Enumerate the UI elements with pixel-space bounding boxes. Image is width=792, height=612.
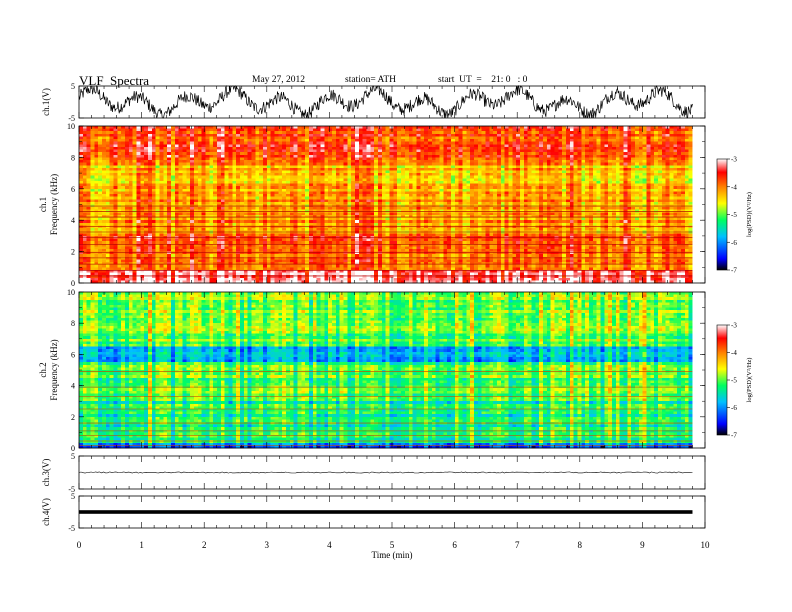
start-time-label: start UT = 21: 0 : 0 [438, 75, 528, 85]
colorbar-tick-label: -3 [731, 322, 737, 330]
y-tick-label: -5 [68, 524, 75, 533]
colorbar-tick-label: -5 [731, 211, 737, 219]
ch1-waveform-panel: 5 -5 ch.1(V) [41, 82, 706, 123]
x-tick-label: 6 [452, 540, 457, 550]
y-axis-label: ch.3(V) [41, 459, 51, 487]
y-axis-label: Frequency (kHz) [49, 339, 59, 400]
ch2-spectrogram-panel: 10 8 6 4 2 0 ch.2 Frequency (kHz) -3 -4 -5 -6 -7 log(… [38, 288, 753, 453]
ch4-waveform-trace [79, 510, 693, 514]
ch3-waveform-panel: 5 -5 ch.3(V) [41, 452, 706, 494]
colorbar-tick-label: -5 [731, 377, 737, 385]
y-tick-label: -5 [68, 485, 75, 494]
colorbar-label: log(PSD)(V²/Hz) [746, 358, 753, 403]
x-tick-label: 9 [640, 540, 645, 550]
ch2-spectrogram-colorbar: -3 -4 -5 -6 -7 log(PSD)(V²/Hz) [716, 322, 753, 440]
x-tick-label: 8 [578, 540, 583, 550]
x-tick-label: 5 [390, 540, 395, 550]
y-axis-label: Frequency (kHz) [49, 174, 59, 235]
colorbar-scale [716, 158, 728, 271]
colorbar-tick-label: -7 [731, 432, 737, 440]
ch1-spectrogram-cells [79, 126, 693, 284]
y-tick-label: 4 [71, 216, 75, 225]
x-tick-label: 4 [327, 540, 332, 550]
y-tick-label: 10 [67, 288, 75, 297]
y-tick-label: 6 [71, 350, 75, 359]
y-tick-label: -5 [68, 114, 75, 123]
colorbar-tick-label: -3 [731, 156, 737, 164]
ch1-spectrogram-panel: 10 8 6 4 2 0 ch.1 Frequency (kHz) -3 -4 -5 -6 -7 log(… [38, 122, 753, 288]
x-tick-label: 0 [77, 540, 82, 550]
y-tick-label: 2 [71, 413, 75, 422]
y-tick-label: 8 [71, 153, 75, 162]
chart-title: VLF Spectra [79, 73, 150, 88]
x-tick-label: 1 [139, 540, 144, 550]
y-tick-label: 8 [71, 319, 75, 328]
ch1-waveform-trace [78, 84, 693, 119]
x-tick-label: 10 [701, 540, 711, 550]
ch1-waveform-yaxis: 5 -5 ch.1(V) [41, 82, 705, 123]
y-tick-label: 5 [71, 82, 75, 91]
ch2-spectrogram-cells [79, 292, 693, 449]
x-tick-label: 3 [265, 540, 270, 550]
ch1-spectrogram-colorbar: -3 -4 -5 -6 -7 log(PSD)(V²/Hz) [716, 156, 753, 275]
colorbar-tick-label: -6 [731, 239, 737, 247]
y-axis-label: ch.4(V) [41, 498, 51, 526]
y-tick-label: 0 [71, 444, 75, 453]
y-tick-label: 5 [71, 492, 75, 501]
y-tick-label: 4 [71, 382, 75, 391]
ch4-waveform-panel: 5 -5 ch.4(V) [41, 492, 706, 533]
station-label: station= ATH [345, 75, 397, 85]
colorbar-tick-label: -7 [731, 267, 737, 275]
y-tick-label: 10 [67, 122, 75, 131]
colorbar-label: log(PSD)(V²/Hz) [746, 192, 753, 237]
ch2-spectrogram-lines [79, 371, 693, 447]
y-tick-label: 2 [71, 248, 75, 257]
y-tick-label: 6 [71, 185, 75, 194]
colorbar-tick-label: -6 [731, 404, 737, 412]
ch4-waveform-yaxis: 5 -5 ch.4(V) [41, 492, 705, 533]
y-tick-label: 0 [71, 279, 75, 288]
x-tick-label: 7 [515, 540, 520, 550]
y-axis-label: ch.1(V) [41, 88, 51, 116]
colorbar-tick-label: -4 [731, 183, 737, 191]
colorbar-tick-label: -4 [731, 349, 737, 357]
x-axis-label: Time (min) [372, 550, 413, 560]
y-axis-label: ch.2 [38, 362, 48, 377]
ch1-spectrogram-yaxis: 10 8 6 4 2 0 ch.1 Frequency (kHz) [38, 122, 705, 288]
x-tick-label: 2 [202, 540, 207, 550]
y-tick-label: 5 [71, 452, 75, 461]
y-axis-label: ch.1 [38, 197, 48, 212]
colorbar-scale [716, 324, 728, 436]
ch1-spectrogram-lines [79, 205, 693, 277]
ch3-waveform-trace [78, 471, 693, 474]
ch2-spectrogram-yaxis: 10 8 6 4 2 0 ch.2 Frequency (kHz) [38, 288, 705, 453]
ch3-waveform-yaxis: 5 -5 ch.3(V) [41, 452, 705, 494]
date-label: May 27, 2012 [252, 75, 306, 85]
